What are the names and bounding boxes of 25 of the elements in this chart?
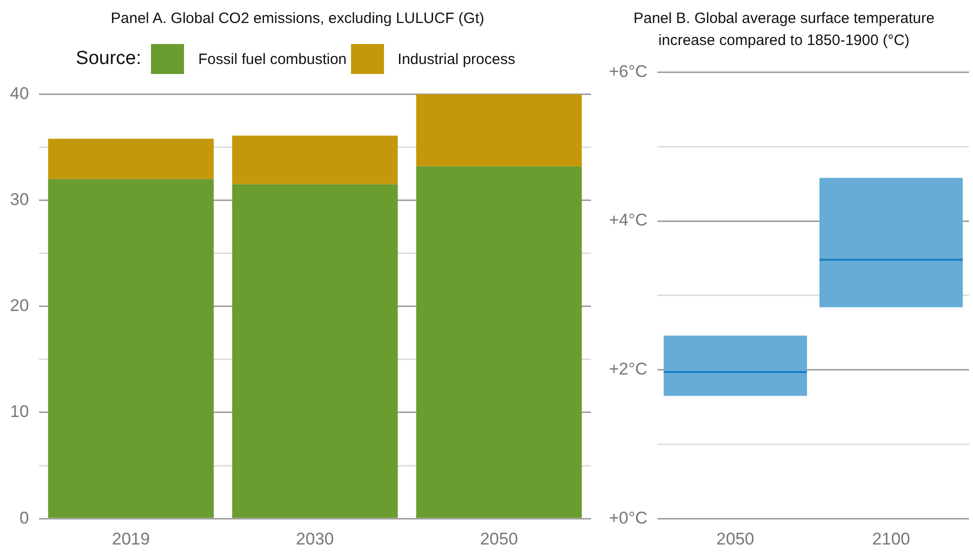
- bar: [48, 179, 214, 518]
- y-tick-label: 20: [10, 296, 29, 316]
- chart-title: Panel B. Global average surface temperature increase compared to 1850-1900 (°C): [632, 9, 936, 51]
- bar: [232, 184, 398, 518]
- x-tick-label: 2019: [112, 529, 150, 548]
- bar: [416, 166, 582, 518]
- x-tick-label: 2050: [716, 529, 754, 548]
- x-tick-label: 2100: [872, 529, 910, 548]
- y-tick-label: +0°C: [608, 508, 648, 528]
- legend-label: Fossil fuel combustion: [198, 50, 347, 68]
- legend-label: Industrial process: [398, 50, 516, 68]
- y-tick-label: +4°C: [608, 210, 648, 230]
- y-tick-label: +6°C: [608, 62, 648, 81]
- bar: [416, 94, 582, 166]
- legend-title: Source:: [76, 48, 142, 70]
- bar: [232, 136, 398, 184]
- y-tick-label: 0: [19, 508, 29, 528]
- y-tick-label: 30: [10, 190, 29, 209]
- chart-title: Panel A. Global CO2 emissions, excluding LULUCF (Gt): [110, 9, 486, 29]
- x-tick-label: 2030: [296, 529, 334, 548]
- x-tick-label: 2050: [480, 529, 518, 548]
- y-tick-label: 40: [10, 84, 29, 103]
- bar: [48, 138, 214, 180]
- y-tick-label: 10: [10, 402, 29, 422]
- y-tick-label: +2°C: [608, 359, 648, 378]
